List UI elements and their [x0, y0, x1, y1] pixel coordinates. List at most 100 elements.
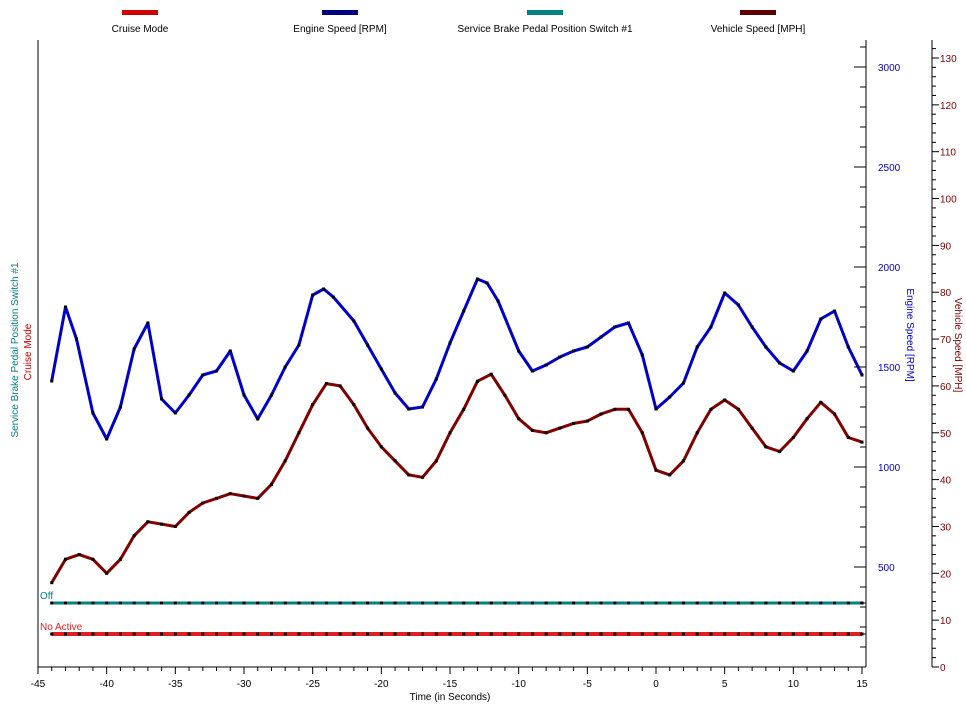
- series-vehicle-speed-point: [434, 459, 438, 463]
- series-service-brake-point: [311, 601, 315, 605]
- series-vehicle-speed-point: [709, 407, 713, 411]
- series-vehicle-speed-point: [778, 450, 782, 454]
- series-service-brake-point: [572, 601, 576, 605]
- series-engine-speed-point: [297, 343, 301, 347]
- engine-speed-tick-label: 3000: [878, 63, 901, 74]
- series-cruise-mode-point: [572, 632, 576, 636]
- x-tick-label: -30: [237, 679, 252, 690]
- series-vehicle-speed-point: [228, 492, 232, 496]
- x-tick-label: -5: [583, 679, 592, 690]
- series-vehicle-speed-point: [393, 459, 397, 463]
- series-cruise-mode-point: [173, 632, 177, 636]
- series-cruise-mode-point: [736, 632, 740, 636]
- series-service-brake-point: [228, 601, 232, 605]
- series-cruise-mode-point: [269, 632, 273, 636]
- series-service-brake-point: [599, 601, 603, 605]
- series-cruise-mode-point: [764, 632, 768, 636]
- series-cruise-mode-point: [530, 632, 534, 636]
- vehicle-speed-tick-label: 80: [940, 288, 952, 299]
- series-service-brake-point: [105, 601, 109, 605]
- series-service-brake-point: [393, 601, 397, 605]
- series-vehicle-speed-point: [201, 501, 205, 505]
- series-cruise-mode-point: [379, 632, 383, 636]
- series-vehicle-speed-point: [681, 459, 685, 463]
- series-cruise-mode-point: [228, 632, 232, 636]
- plot-area: [37, 40, 862, 668]
- series-engine-speed-point: [105, 437, 109, 441]
- series-service-brake-point: [379, 601, 383, 605]
- series-cruise-mode-point: [791, 632, 795, 636]
- series-service-brake-point: [585, 601, 589, 605]
- series-vehicle-speed-point: [833, 412, 837, 416]
- series-cruise-mode-point: [324, 632, 328, 636]
- series-service-brake-point: [778, 601, 782, 605]
- series-engine-speed-point: [448, 341, 452, 345]
- series-service-brake-point: [77, 601, 81, 605]
- series-vehicle-speed-point: [613, 407, 617, 411]
- series-service-brake-point: [530, 601, 534, 605]
- series-engine-speed-point: [530, 369, 534, 373]
- series-engine-speed-point: [173, 411, 177, 415]
- x-axis: -45 -40 -35 -30 -25 -20 -15 -10 -5 0 5 10 15 Time (in…: [31, 667, 868, 703]
- legend-swatch: [322, 10, 358, 15]
- series-vehicle-speed-point: [269, 482, 273, 486]
- vehicle-speed-tick-label: 50: [940, 429, 952, 440]
- series-cruise-mode-point: [215, 632, 219, 636]
- series-cruise-mode-point: [640, 632, 644, 636]
- series-service-brake-point: [338, 601, 342, 605]
- vehicle-speed-tick-label: 110: [940, 148, 956, 159]
- series-engine-speed-point: [764, 345, 768, 349]
- series-cruise-mode-point: [407, 632, 411, 636]
- legend: Cruise Mode Engine Speed [RPM] Service Bra…: [112, 10, 805, 35]
- series-engine-speed-point: [160, 397, 164, 401]
- series-cruise-mode-point: [503, 632, 507, 636]
- series-cruise-mode-point: [160, 632, 164, 636]
- series-vehicle-speed-point: [558, 426, 562, 430]
- series-service-brake-point: [242, 601, 246, 605]
- series-engine-speed-point: [819, 317, 823, 321]
- series-engine-speed-point: [331, 295, 335, 299]
- series-engine-speed-point: [846, 345, 850, 349]
- vehicle-speed-axis-label: Vehicle Speed [MPH]: [952, 298, 963, 393]
- legend-swatch: [122, 10, 158, 15]
- series-engine-speed-point: [860, 373, 864, 377]
- series-engine-speed-point: [187, 393, 191, 397]
- series-engine-speed-point: [485, 281, 489, 285]
- series-cruise-mode-point: [585, 632, 589, 636]
- series-service-brake-point: [489, 601, 493, 605]
- series-vehicle-speed-point: [242, 494, 246, 498]
- series-vehicle-speed-point: [338, 384, 342, 388]
- series-vehicle-speed-point: [489, 372, 493, 376]
- series-vehicle-speed-point: [599, 412, 603, 416]
- series-cruise-mode-point: [366, 632, 370, 636]
- engine-speed-axis-label: Engine Speed [RPM]: [904, 288, 915, 382]
- engine-speed-tick-label: 2000: [878, 263, 901, 274]
- series-service-brake-point: [558, 601, 562, 605]
- series-service-brake-point: [132, 601, 136, 605]
- x-tick-label: 15: [856, 679, 868, 690]
- series-cruise-mode-point: [187, 632, 191, 636]
- series-vehicle-speed-point: [530, 428, 534, 432]
- series-service-brake-point: [160, 601, 164, 605]
- series-vehicle-speed-point: [379, 445, 383, 449]
- series-service-brake-point: [407, 601, 411, 605]
- series-engine-speed-point: [201, 373, 205, 377]
- series-cruise-mode-point: [201, 632, 205, 636]
- series-service-brake-point: [723, 601, 727, 605]
- series-service-brake-point: [283, 601, 287, 605]
- vehicle-speed-tick-label: 90: [940, 241, 952, 252]
- series-vehicle-speed-point: [311, 403, 315, 407]
- series-cruise-mode-point: [242, 632, 246, 636]
- series-engine-speed-point: [269, 393, 273, 397]
- series-engine-speed-point: [496, 299, 500, 303]
- series-cruise-mode-point: [750, 632, 754, 636]
- series-cruise-mode-point: [613, 632, 617, 636]
- x-axis-label: Time (in Seconds): [410, 692, 491, 703]
- x-tick-label: -40: [99, 679, 114, 690]
- series-service-brake-point: [269, 601, 273, 605]
- series-service-brake-point: [668, 601, 672, 605]
- x-tick-label: -35: [168, 679, 183, 690]
- series-cruise-mode-point: [544, 632, 548, 636]
